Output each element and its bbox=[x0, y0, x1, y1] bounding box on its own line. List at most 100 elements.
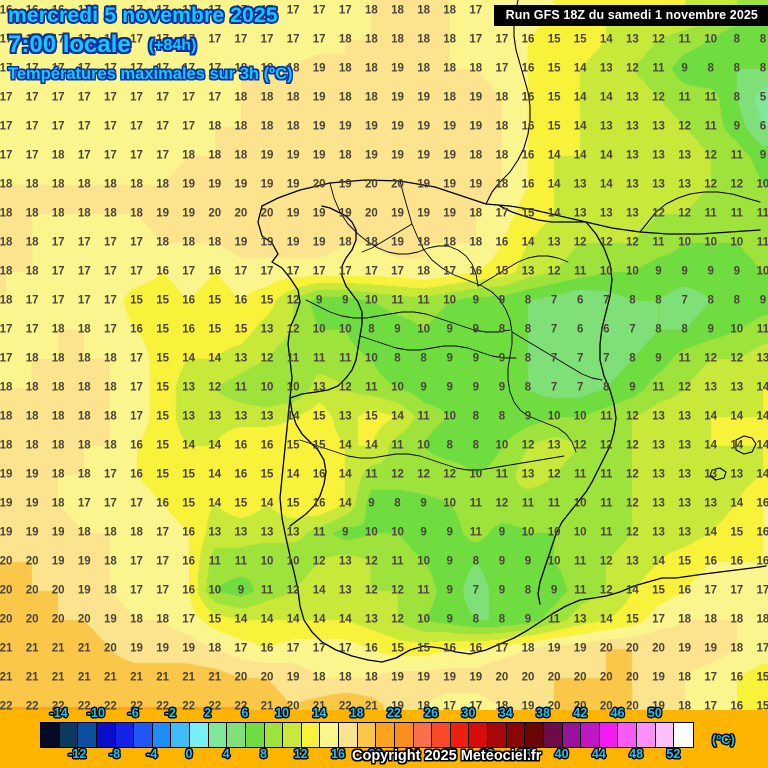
grid-temperature-value: 13 bbox=[573, 613, 587, 626]
grid-temperature-value: 19 bbox=[417, 178, 430, 191]
grid-temperature-value: 22 bbox=[25, 700, 39, 713]
grid-temperature-value: 15 bbox=[156, 468, 169, 481]
grid-temperature-value: 15 bbox=[547, 91, 561, 104]
grid-temperature-value: 20 bbox=[77, 613, 91, 626]
grid-temperature-value: 16 bbox=[182, 555, 196, 568]
legend-swatch bbox=[581, 723, 600, 747]
grid-temperature-value: 16 bbox=[312, 497, 326, 510]
grid-temperature-value: 18 bbox=[678, 671, 691, 684]
grid-temperature-value: 21 bbox=[77, 671, 91, 684]
grid-temperature-value: 22 bbox=[103, 700, 117, 713]
grid-temperature-value: 19 bbox=[182, 178, 196, 191]
grid-temperature-value: 14 bbox=[312, 613, 326, 626]
grid-temperature-value: 13 bbox=[547, 236, 561, 249]
legend-swatch bbox=[134, 723, 153, 747]
map-title-block: mercredi 5 novembre 2025 7:00 locale (+84… bbox=[8, 4, 293, 84]
grid-temperature-value: 13 bbox=[573, 207, 587, 220]
grid-temperature-value: 11 bbox=[365, 381, 378, 394]
grid-temperature-value: 18 bbox=[208, 149, 222, 162]
grid-temperature-value: 21 bbox=[51, 671, 65, 684]
legend-tick-label-bottom: 0 bbox=[185, 747, 193, 761]
grid-temperature-value: 18 bbox=[130, 613, 143, 626]
grid-temperature-value: 19 bbox=[469, 671, 483, 684]
grid-temperature-value: 11 bbox=[234, 381, 247, 394]
grid-temperature-value: 12 bbox=[521, 439, 535, 452]
grid-temperature-value: 13 bbox=[625, 149, 639, 162]
grid-temperature-value: 18 bbox=[77, 352, 91, 365]
grid-temperature-value: 18 bbox=[103, 381, 117, 394]
grid-temperature-value: 19 bbox=[364, 149, 378, 162]
legend-swatch bbox=[171, 723, 190, 747]
grid-temperature-value: 17 bbox=[130, 149, 143, 162]
grid-temperature-value: 15 bbox=[625, 613, 639, 626]
grid-temperature-value: 18 bbox=[51, 178, 65, 191]
legend-swatch bbox=[283, 723, 302, 747]
grid-temperature-value: 8 bbox=[394, 497, 401, 510]
grid-temperature-value: 15 bbox=[130, 294, 143, 307]
grid-temperature-value: 18 bbox=[103, 439, 117, 452]
grid-temperature-value: 8 bbox=[759, 62, 767, 75]
grid-temperature-value: 13 bbox=[338, 584, 352, 597]
grid-temperature-value: 16 bbox=[0, 4, 13, 17]
grid-temperature-value: 13 bbox=[678, 468, 691, 481]
grid-temperature-value: 13 bbox=[599, 62, 613, 75]
grid-temperature-value: 15 bbox=[312, 410, 326, 423]
grid-temperature-value: 19 bbox=[678, 642, 691, 655]
grid-temperature-value: 8 bbox=[707, 62, 714, 75]
grid-temperature-value: 21 bbox=[25, 671, 39, 684]
grid-temperature-value: 18 bbox=[704, 613, 718, 626]
grid-temperature-value: 9 bbox=[446, 584, 453, 597]
legend-swatch bbox=[59, 723, 79, 747]
grid-temperature-value: 19 bbox=[364, 120, 378, 133]
grid-temperature-value: 8 bbox=[603, 381, 610, 394]
grid-temperature-value: 14 bbox=[208, 468, 222, 481]
grid-temperature-value: 17 bbox=[286, 265, 300, 278]
legend-tick-label-top: 18 bbox=[349, 706, 364, 720]
grid-temperature-value: 9 bbox=[681, 62, 688, 75]
grid-temperature-value: 16 bbox=[521, 62, 535, 75]
grid-temperature-value: 19 bbox=[234, 178, 248, 191]
legend-tick-label-bottom: -8 bbox=[108, 747, 121, 761]
grid-temperature-value: 17 bbox=[234, 4, 248, 17]
grid-temperature-value: 18 bbox=[77, 410, 91, 423]
grid-temperature-value: 10 bbox=[391, 526, 404, 539]
grid-temperature-value: 17 bbox=[51, 62, 65, 75]
grid-temperature-value: 12 bbox=[443, 468, 457, 481]
grid-temperature-value: 17 bbox=[756, 642, 768, 655]
legend-tick-label-bottom: 12 bbox=[293, 747, 308, 761]
grid-temperature-value: 22 bbox=[130, 700, 143, 713]
grid-temperature-value: 20 bbox=[25, 613, 39, 626]
grid-temperature-value: 19 bbox=[51, 526, 65, 539]
grid-temperature-value: 11 bbox=[574, 555, 587, 568]
grid-temperature-value: 17 bbox=[25, 294, 39, 307]
grid-temperature-value: 13 bbox=[678, 410, 691, 423]
grid-temperature-value: 18 bbox=[338, 33, 352, 46]
grid-temperature-value: 17 bbox=[103, 62, 117, 75]
grid-temperature-value: 14 bbox=[573, 149, 587, 162]
grid-temperature-value: 16 bbox=[443, 642, 457, 655]
grid-temperature-value: 14 bbox=[338, 613, 352, 626]
grid-temperature-value: 17 bbox=[25, 33, 39, 46]
grid-temperature-value: 11 bbox=[521, 497, 535, 510]
grid-temperature-value: 19 bbox=[286, 671, 300, 684]
grid-temperature-value: 18 bbox=[0, 410, 13, 423]
grid-temperature-value: 13 bbox=[652, 149, 665, 162]
grid-temperature-value: 17 bbox=[130, 555, 143, 568]
grid-temperature-value: 17 bbox=[130, 584, 143, 597]
grid-temperature-value: 17 bbox=[77, 497, 91, 510]
grid-temperature-value: 8 bbox=[524, 352, 532, 365]
grid-temperature-value: 17 bbox=[156, 526, 169, 539]
grid-temperature-value: 9 bbox=[446, 323, 453, 336]
grid-temperature-value: 10 bbox=[260, 555, 274, 568]
grid-temperature-value: 10 bbox=[364, 526, 378, 539]
color-scale-legend: (ºC) -14 -10 -6 -2 2 6 10 14 18 22 26 30 34 38 42 46 50-… bbox=[0, 706, 768, 768]
grid-temperature-value: 9 bbox=[446, 352, 453, 365]
grid-temperature-value: 17 bbox=[182, 4, 196, 17]
grid-temperature-value: 20 bbox=[234, 207, 248, 220]
grid-temperature-value: 13 bbox=[678, 497, 691, 510]
grid-temperature-value: 17 bbox=[77, 236, 91, 249]
grid-temperature-value: 8 bbox=[733, 33, 740, 46]
grid-temperature-value: 10 bbox=[704, 236, 718, 249]
grid-temperature-value: 18 bbox=[0, 439, 13, 452]
grid-temperature-value: 15 bbox=[286, 439, 300, 452]
